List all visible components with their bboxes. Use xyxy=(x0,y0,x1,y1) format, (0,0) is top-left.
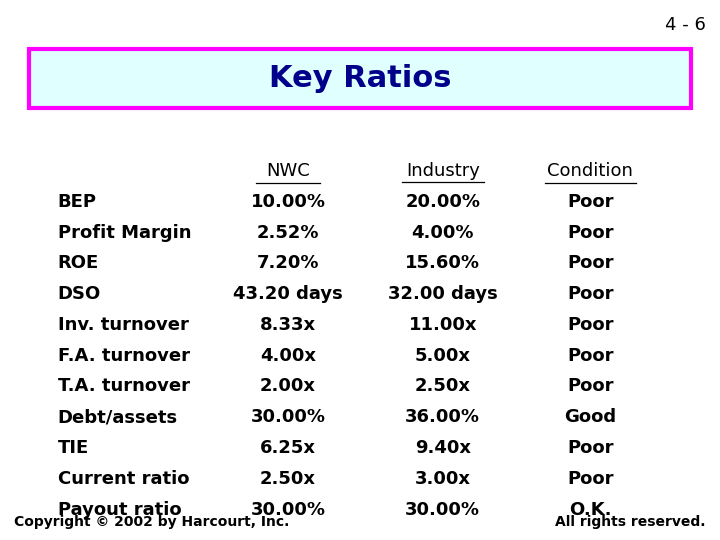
Text: 2.52%: 2.52% xyxy=(257,224,319,241)
Text: Current ratio: Current ratio xyxy=(58,470,189,488)
Text: 10.00%: 10.00% xyxy=(251,193,325,211)
Text: 30.00%: 30.00% xyxy=(405,501,480,518)
Text: Copyright © 2002 by Harcourt, Inc.: Copyright © 2002 by Harcourt, Inc. xyxy=(14,515,289,529)
Text: O.K.: O.K. xyxy=(569,501,612,518)
Text: 5.00x: 5.00x xyxy=(415,347,471,364)
Text: 43.20 days: 43.20 days xyxy=(233,285,343,303)
Text: Poor: Poor xyxy=(567,285,613,303)
Text: ROE: ROE xyxy=(58,254,99,272)
FancyBboxPatch shape xyxy=(29,49,691,108)
Text: 8.33x: 8.33x xyxy=(260,316,316,334)
Text: Poor: Poor xyxy=(567,224,613,241)
Text: T.A. turnover: T.A. turnover xyxy=(58,377,189,395)
Text: F.A. turnover: F.A. turnover xyxy=(58,347,189,364)
Text: Poor: Poor xyxy=(567,254,613,272)
Text: Industry: Industry xyxy=(406,162,480,180)
Text: Inv. turnover: Inv. turnover xyxy=(58,316,189,334)
Text: 3.00x: 3.00x xyxy=(415,470,471,488)
Text: NWC: NWC xyxy=(266,162,310,180)
Text: Condition: Condition xyxy=(547,162,634,180)
Text: 4.00%: 4.00% xyxy=(412,224,474,241)
Text: BEP: BEP xyxy=(58,193,96,211)
Text: 2.50x: 2.50x xyxy=(260,470,316,488)
Text: 36.00%: 36.00% xyxy=(405,408,480,426)
Text: 6.25x: 6.25x xyxy=(260,439,316,457)
Text: 2.50x: 2.50x xyxy=(415,377,471,395)
Text: All rights reserved.: All rights reserved. xyxy=(555,515,706,529)
Text: Poor: Poor xyxy=(567,377,613,395)
Text: 9.40x: 9.40x xyxy=(415,439,471,457)
Text: 20.00%: 20.00% xyxy=(405,193,480,211)
Text: Poor: Poor xyxy=(567,347,613,364)
Text: DSO: DSO xyxy=(58,285,101,303)
Text: 15.60%: 15.60% xyxy=(405,254,480,272)
Text: Poor: Poor xyxy=(567,439,613,457)
Text: Poor: Poor xyxy=(567,316,613,334)
Text: 30.00%: 30.00% xyxy=(251,408,325,426)
Text: TIE: TIE xyxy=(58,439,89,457)
Text: Key Ratios: Key Ratios xyxy=(269,64,451,93)
Text: 4 - 6: 4 - 6 xyxy=(665,16,706,34)
Text: 30.00%: 30.00% xyxy=(251,501,325,518)
Text: 2.00x: 2.00x xyxy=(260,377,316,395)
Text: Profit Margin: Profit Margin xyxy=(58,224,191,241)
Text: Good: Good xyxy=(564,408,616,426)
Text: Poor: Poor xyxy=(567,470,613,488)
Text: 32.00 days: 32.00 days xyxy=(388,285,498,303)
Text: 11.00x: 11.00x xyxy=(408,316,477,334)
Text: Payout ratio: Payout ratio xyxy=(58,501,181,518)
Text: 7.20%: 7.20% xyxy=(257,254,319,272)
Text: Debt/assets: Debt/assets xyxy=(58,408,178,426)
Text: 4.00x: 4.00x xyxy=(260,347,316,364)
Text: Poor: Poor xyxy=(567,193,613,211)
